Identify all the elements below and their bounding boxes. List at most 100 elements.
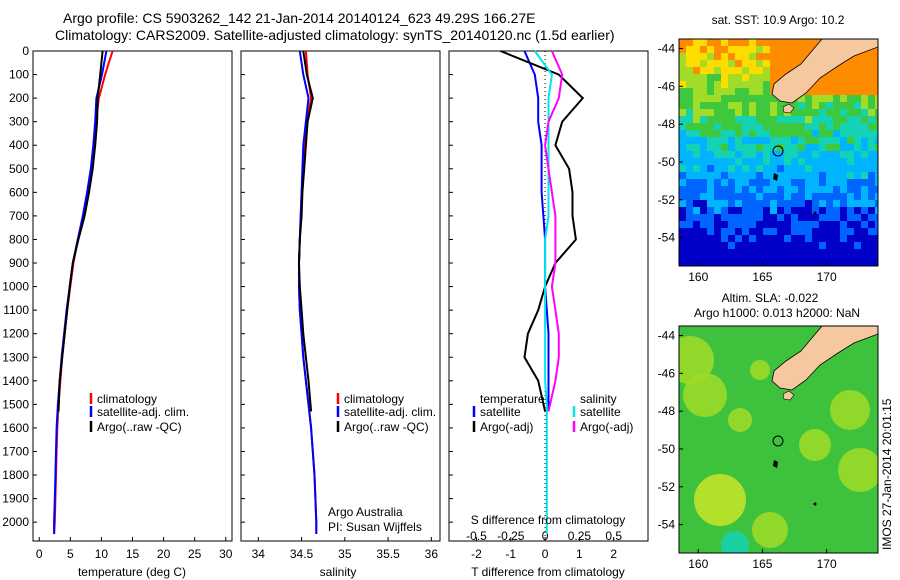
sst-map: sat. SST: 10.9 Argo: 10.2 160 165 170 -44 -4… — [658, 13, 879, 284]
sst-cell — [714, 263, 722, 266]
sst-cell — [833, 256, 841, 264]
sst-cell — [735, 88, 743, 96]
sst-cell — [742, 228, 750, 236]
sst-cell — [763, 165, 771, 173]
sst-cell — [707, 109, 715, 117]
sst-cell — [805, 263, 813, 266]
sst-cell — [875, 109, 878, 117]
sla-cell — [838, 448, 878, 492]
depth-tick-label: 1700 — [2, 444, 29, 458]
sst-cell — [819, 228, 827, 236]
sst-cell — [693, 172, 701, 180]
sst-cell — [840, 81, 848, 89]
sst-cell — [763, 193, 771, 201]
sst-cell — [875, 158, 878, 166]
sst-cell — [819, 88, 827, 96]
depth-tick-label: 0 — [22, 44, 29, 58]
sst-cell — [847, 130, 855, 138]
sst-cell — [700, 102, 708, 110]
sst-cell — [700, 151, 708, 159]
sst-cell — [742, 46, 750, 54]
sst-cell — [770, 221, 778, 229]
sst-cell — [749, 256, 757, 264]
salinity-x-label: salinity — [320, 565, 357, 579]
sst-cell — [784, 207, 792, 215]
sst-cell — [728, 207, 736, 215]
sst-cell — [791, 109, 799, 117]
sst-cell — [756, 228, 764, 236]
sst-cell — [805, 235, 813, 243]
sst-cell — [742, 193, 750, 201]
sst-cell — [686, 95, 694, 103]
sst-cell — [749, 186, 757, 194]
sst-cell — [763, 256, 771, 264]
sst-cell — [847, 256, 855, 264]
x-tick-label: 5 — [67, 547, 74, 561]
sst-cell — [833, 263, 841, 266]
sst-cell — [763, 151, 771, 159]
sst-cell — [777, 130, 785, 138]
map-x-tick-label: 170 — [817, 270, 837, 284]
sst-cell — [847, 172, 855, 180]
sst-cell — [854, 249, 862, 257]
sst-cell — [770, 186, 778, 194]
sst-cell — [777, 263, 785, 266]
sst-cell — [861, 200, 869, 208]
depth-tick-label: 1100 — [3, 303, 29, 317]
s-difference-label: S difference from climatology — [471, 513, 626, 527]
sst-cell — [784, 151, 792, 159]
sst-cell — [700, 158, 708, 166]
sst-cell — [791, 46, 799, 54]
sst-cell — [784, 200, 792, 208]
sst-cell — [826, 179, 834, 187]
sst-cell — [805, 144, 813, 152]
sst-cell — [749, 235, 757, 243]
legend-s-satellite-label: satellite — [580, 405, 621, 419]
sst-cell — [707, 81, 715, 89]
x-tick-label: 36 — [425, 547, 439, 561]
sst-cell — [861, 102, 869, 110]
sst-cell — [819, 151, 827, 159]
sst-cell — [721, 193, 729, 201]
sst-cell — [791, 130, 799, 138]
sst-cell — [784, 249, 792, 257]
sst-cell — [714, 193, 722, 201]
sst-cell — [861, 263, 869, 266]
sst-cell — [791, 116, 799, 124]
sst-cell — [700, 74, 708, 82]
sst-cell — [714, 249, 722, 257]
sst-cell — [749, 179, 757, 187]
sst-cell — [840, 60, 848, 68]
new-zealand-landmass — [771, 39, 878, 104]
temperature-tick-labels: 0 5 10 15 20 25 30 — [36, 537, 233, 561]
sst-cell — [763, 53, 771, 61]
sst-cell — [728, 102, 736, 110]
sst-cell — [875, 256, 878, 264]
sst-cell — [840, 207, 848, 215]
sst-cell — [875, 249, 878, 257]
sst-cell — [805, 179, 813, 187]
sst-cell — [749, 88, 757, 96]
sst-cell — [840, 186, 848, 194]
imos-timestamp: IMOS 27-Jan-2014 20:01:15 — [880, 398, 894, 550]
sst-cell — [679, 95, 687, 103]
sst-cell — [826, 249, 834, 257]
sst-cell — [707, 235, 715, 243]
sst-cell — [798, 116, 806, 124]
sst-cell — [679, 74, 687, 82]
sst-cell — [798, 53, 806, 61]
sst-cell — [819, 158, 827, 166]
sst-cell — [770, 95, 778, 103]
sst-cell — [791, 144, 799, 152]
sst-cell — [798, 263, 806, 266]
x-tick-label: -1 — [505, 547, 516, 561]
map-y-tick-label: -52 — [658, 193, 676, 207]
sst-cell — [798, 130, 806, 138]
sla-map-axes — [678, 325, 879, 554]
sst-cell — [679, 144, 687, 152]
sst-cell — [742, 207, 750, 215]
sst-cell — [826, 123, 834, 131]
sst-cell — [756, 249, 764, 257]
sst-cell — [721, 221, 729, 229]
sst-cell — [875, 200, 878, 208]
